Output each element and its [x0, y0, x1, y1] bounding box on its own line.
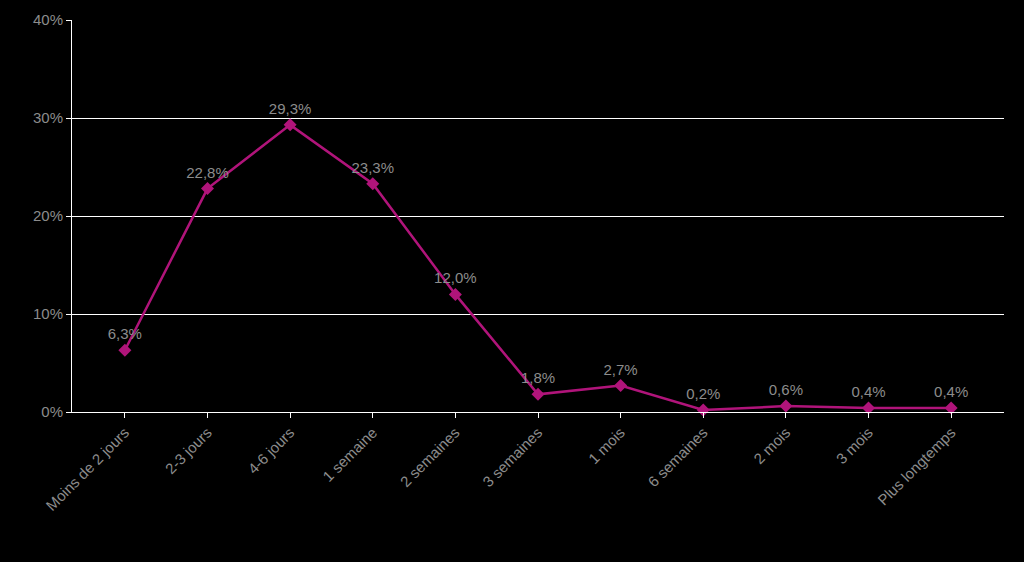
svg-text:Plus longtemps: Plus longtemps	[874, 424, 959, 509]
svg-text:2-3 jours: 2-3 jours	[162, 424, 215, 477]
svg-text:6 semaines: 6 semaines	[644, 424, 710, 490]
svg-text:1 semaine: 1 semaine	[319, 424, 380, 485]
svg-text:10%: 10%	[33, 305, 63, 322]
svg-text:0%: 0%	[41, 403, 63, 420]
svg-text:Moins de 2 jours: Moins de 2 jours	[42, 424, 132, 514]
svg-text:2 mois: 2 mois	[750, 424, 793, 467]
svg-text:29,3%: 29,3%	[269, 100, 312, 117]
svg-text:12,0%: 12,0%	[434, 269, 477, 286]
svg-text:3 semaines: 3 semaines	[479, 424, 545, 490]
svg-text:0,6%: 0,6%	[769, 381, 803, 398]
svg-text:2 semaines: 2 semaines	[397, 424, 463, 490]
svg-text:22,8%: 22,8%	[186, 164, 229, 181]
svg-text:40%: 40%	[33, 11, 63, 28]
svg-text:0,4%: 0,4%	[934, 383, 968, 400]
svg-text:1 mois: 1 mois	[585, 424, 628, 467]
svg-text:2,7%: 2,7%	[604, 361, 638, 378]
svg-text:23,3%: 23,3%	[351, 159, 394, 176]
svg-text:0,2%: 0,2%	[686, 385, 720, 402]
svg-text:30%: 30%	[33, 109, 63, 126]
svg-text:20%: 20%	[33, 207, 63, 224]
svg-text:4-6 jours: 4-6 jours	[244, 424, 297, 477]
svg-text:1,8%: 1,8%	[521, 369, 555, 386]
svg-text:0,4%: 0,4%	[851, 383, 885, 400]
svg-text:6,3%: 6,3%	[108, 325, 142, 342]
svg-text:3 mois: 3 mois	[833, 424, 876, 467]
